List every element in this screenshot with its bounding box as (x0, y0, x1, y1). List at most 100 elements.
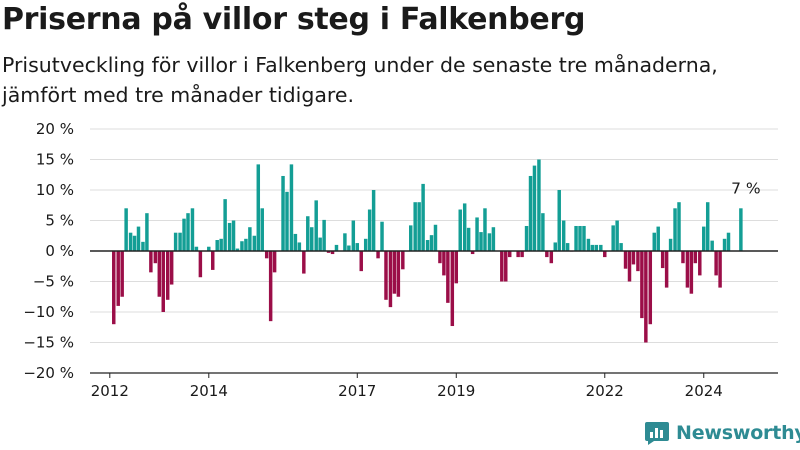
x-tick-label: 2012 (91, 382, 129, 400)
bar (347, 245, 351, 251)
bar (417, 202, 421, 251)
bar (681, 251, 685, 264)
bar (306, 216, 310, 251)
bar (186, 213, 190, 251)
bar (310, 227, 314, 251)
bar (636, 251, 640, 272)
bar (491, 227, 496, 251)
bar (520, 251, 524, 258)
bar (652, 232, 656, 251)
bar (504, 251, 508, 282)
bar (561, 220, 566, 251)
chart-subtitle: Prisutveckling för villor i Falkenberg u… (2, 53, 718, 107)
x-tick-label: 2019 (437, 382, 475, 400)
bar (718, 251, 722, 288)
bar (136, 226, 141, 251)
bar (557, 190, 561, 251)
bar (433, 224, 438, 251)
bar (698, 251, 702, 276)
bar (145, 213, 149, 251)
bar (215, 240, 219, 251)
bar (223, 199, 227, 251)
chart-title: Priserna på villor steg i Falkenberg (2, 2, 586, 37)
y-tick-label: 10 % (36, 181, 74, 199)
bar (165, 251, 170, 300)
bar (169, 251, 174, 285)
y-tick-label: 5 % (45, 212, 74, 230)
x-tick-label: 2014 (190, 382, 228, 400)
bar (285, 191, 289, 251)
bar (153, 251, 158, 264)
bar (677, 202, 681, 251)
bar (384, 251, 388, 300)
bar (355, 243, 360, 251)
bar (219, 238, 223, 251)
bar (483, 208, 487, 251)
x-tick-label: 2022 (586, 382, 624, 400)
bar (260, 208, 264, 251)
bar (293, 233, 298, 251)
y-tick-label: −20 % (23, 364, 74, 382)
y-tick-label: −10 % (23, 303, 74, 321)
bar (578, 225, 582, 251)
bar (726, 232, 731, 251)
bar (507, 251, 512, 258)
bar (516, 251, 520, 258)
bar (207, 246, 211, 251)
bar (693, 251, 698, 264)
bar (619, 243, 623, 251)
bar (425, 240, 430, 251)
bar (302, 251, 306, 274)
bar (599, 244, 603, 251)
bar (132, 235, 137, 251)
bar (466, 227, 471, 251)
bar (401, 251, 405, 270)
bar (227, 222, 232, 251)
bar (656, 226, 660, 251)
bar (429, 235, 434, 251)
bar (462, 203, 467, 251)
bar (450, 251, 455, 327)
bar (297, 242, 302, 251)
bar (685, 251, 690, 288)
bar (586, 238, 591, 251)
bar (458, 209, 462, 251)
bar (396, 251, 401, 297)
bars (112, 159, 743, 343)
bar (442, 251, 446, 276)
bar (359, 251, 363, 272)
bar (673, 208, 677, 251)
bar (594, 244, 599, 251)
bar (120, 251, 124, 297)
x-tick-label: 2024 (685, 382, 723, 400)
bar (211, 251, 215, 270)
bar (574, 225, 578, 251)
bar (627, 251, 632, 282)
bar (182, 218, 186, 251)
bar (409, 225, 413, 251)
bar (248, 227, 252, 251)
bar (149, 251, 153, 273)
bar (739, 208, 743, 251)
bar (289, 164, 294, 251)
bar (413, 202, 417, 251)
bar (590, 244, 595, 251)
bar (603, 251, 607, 258)
bar (421, 183, 425, 251)
bar (240, 241, 244, 251)
bar (689, 251, 694, 294)
bar (664, 251, 669, 288)
bar (334, 244, 339, 251)
bar (272, 251, 277, 273)
bar (714, 251, 718, 276)
bar (705, 202, 710, 251)
bar (198, 251, 203, 278)
bar (470, 251, 475, 255)
bar (268, 251, 273, 322)
bar (615, 220, 619, 251)
bar (528, 175, 533, 251)
latest-value-annotation: 7 % (731, 179, 761, 197)
x-tick-label: 2017 (338, 382, 376, 400)
y-tick-label: 20 % (36, 120, 74, 138)
